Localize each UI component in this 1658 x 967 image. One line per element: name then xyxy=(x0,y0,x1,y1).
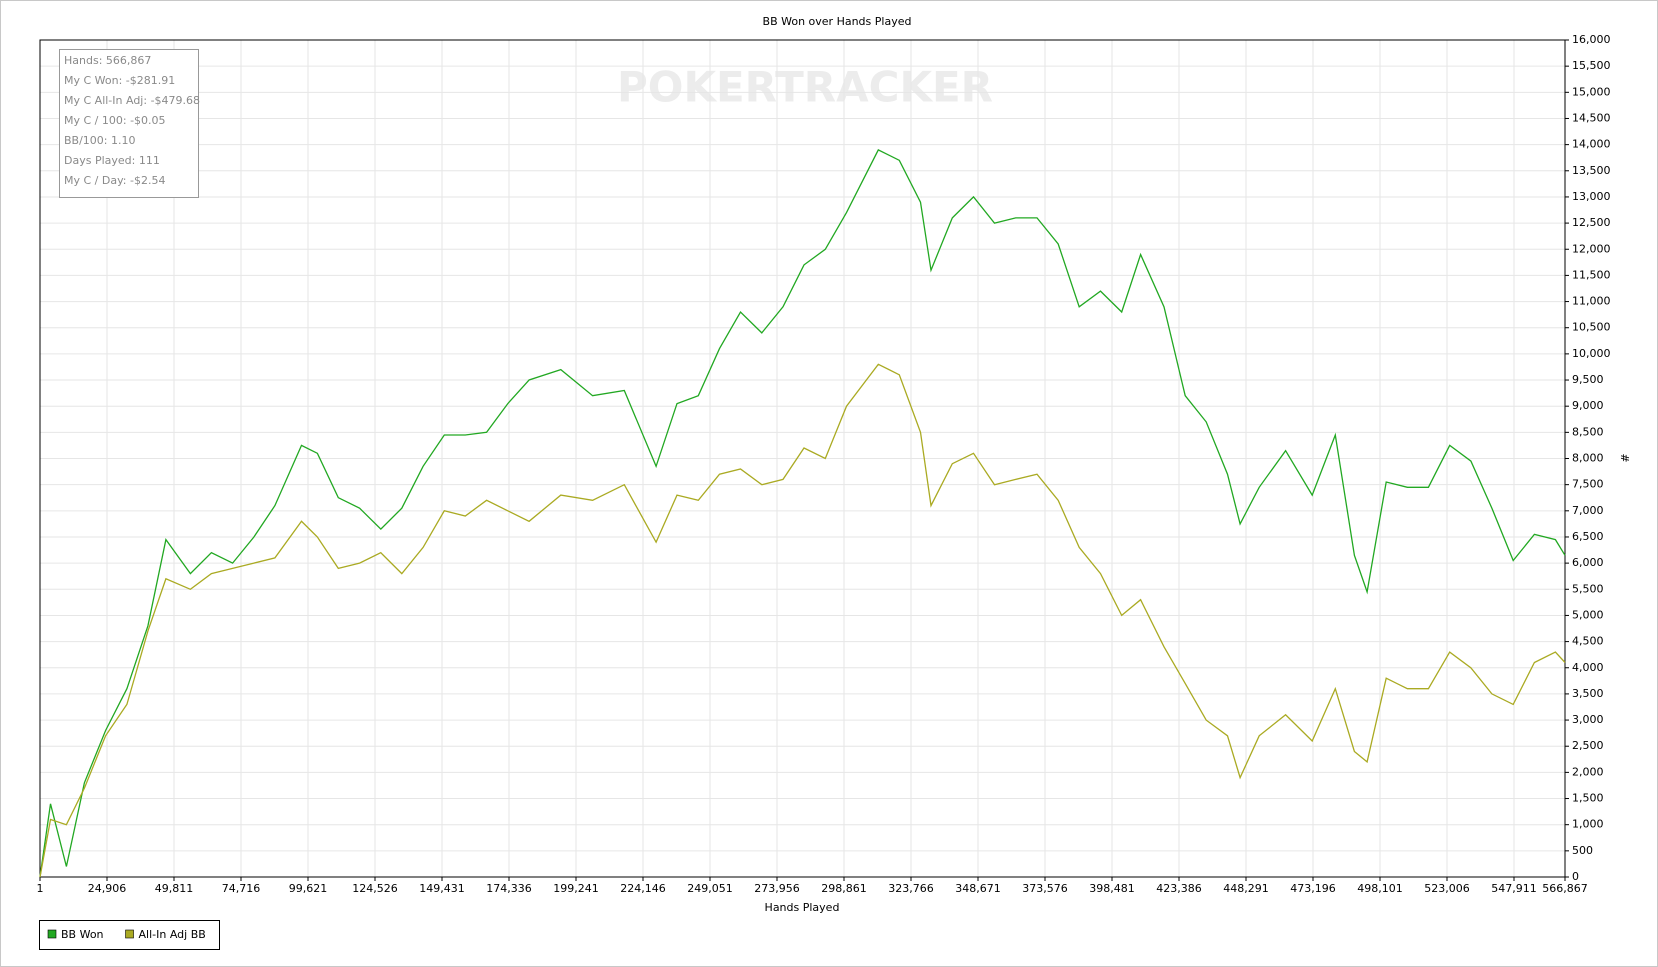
info-line: My C / Day: -$2.54 xyxy=(64,174,165,187)
legend-swatch xyxy=(125,929,134,939)
x-tick-label: 249,051 xyxy=(687,882,733,895)
y-tick-label: 8,000 xyxy=(1572,452,1604,465)
y-tick-label: 12,500 xyxy=(1572,216,1611,229)
y-tick-label: 14,000 xyxy=(1572,138,1611,151)
x-tick-label: 199,241 xyxy=(553,882,599,895)
y-tick-label: 4,500 xyxy=(1572,635,1604,648)
y-tick-label: 1,500 xyxy=(1572,792,1604,805)
x-tick-label: 348,671 xyxy=(955,882,1001,895)
info-line: My C / 100: -$0.05 xyxy=(64,114,166,127)
y-tick-label: 2,000 xyxy=(1572,765,1604,778)
watermark: POKERTRACKER xyxy=(617,63,993,112)
series-line xyxy=(39,363,1566,878)
y-tick-label: 13,500 xyxy=(1572,164,1611,177)
x-tick-label: 298,861 xyxy=(821,882,867,895)
y-tick-label: 3,500 xyxy=(1572,687,1604,700)
info-line: My C All-In Adj: -$479.68 xyxy=(64,94,200,107)
y-tick-label: 16,000 xyxy=(1572,33,1611,46)
y-tick-label: 11,000 xyxy=(1572,295,1611,308)
y-tick-label: 12,000 xyxy=(1572,242,1611,255)
y-tick-label: 10,000 xyxy=(1572,347,1611,360)
x-tick-label: 1 xyxy=(37,882,44,895)
x-tick-label: 24,906 xyxy=(88,882,127,895)
y-tick-label: 8,500 xyxy=(1572,425,1604,438)
y-tick-label: 15,000 xyxy=(1572,85,1611,98)
info-box xyxy=(59,49,199,198)
info-line: Hands: 566,867 xyxy=(64,54,151,67)
x-axis-label: Hands Played xyxy=(765,901,840,914)
y-tick-label: 5,500 xyxy=(1572,582,1604,595)
x-tick-label: 566,867 xyxy=(1542,882,1588,895)
x-tick-label: 174,336 xyxy=(486,882,532,895)
y-tick-label: 13,000 xyxy=(1572,190,1611,203)
legend-label: All-In Adj BB xyxy=(139,928,206,941)
x-tick-label: 99,621 xyxy=(289,882,328,895)
x-tick-label: 398,481 xyxy=(1089,882,1135,895)
info-line: BB/100: 1.10 xyxy=(64,134,136,147)
x-tick-label: 373,576 xyxy=(1022,882,1068,895)
x-tick-label: 224,146 xyxy=(620,882,666,895)
x-tick-label: 323,766 xyxy=(888,882,934,895)
y-axis-label: # xyxy=(1618,453,1631,462)
legend-label: BB Won xyxy=(61,928,104,941)
y-tick-label: 6,000 xyxy=(1572,556,1604,569)
x-tick-label: 149,431 xyxy=(419,882,465,895)
info-line: Days Played: 111 xyxy=(64,154,160,167)
y-tick-label: 500 xyxy=(1572,844,1593,857)
x-tick-label: 423,386 xyxy=(1156,882,1202,895)
y-tick-label: 9,500 xyxy=(1572,373,1604,386)
y-tick-label: 7,000 xyxy=(1572,504,1604,517)
y-tick-label: 3,000 xyxy=(1572,713,1604,726)
y-tick-label: 1,000 xyxy=(1572,818,1604,831)
plot-border xyxy=(39,39,1566,878)
x-tick-label: 74,716 xyxy=(222,882,261,895)
x-tick-label: 498,101 xyxy=(1357,882,1403,895)
y-tick-label: 4,000 xyxy=(1572,661,1604,674)
y-tick-label: 14,500 xyxy=(1572,111,1611,124)
series-line xyxy=(39,149,1566,878)
y-tick-label: 9,000 xyxy=(1572,399,1604,412)
y-tick-label: 2,500 xyxy=(1572,739,1604,752)
x-tick-label: 49,811 xyxy=(155,882,194,895)
y-tick-label: 0 xyxy=(1572,870,1579,883)
y-tick-label: 7,500 xyxy=(1572,478,1604,491)
y-tick-label: 11,500 xyxy=(1572,268,1611,281)
chart-title: BB Won over Hands Played xyxy=(763,15,912,28)
x-tick-label: 448,291 xyxy=(1223,882,1269,895)
y-tick-label: 10,500 xyxy=(1572,321,1611,334)
x-tick-label: 547,911 xyxy=(1491,882,1537,895)
y-tick-label: 5,000 xyxy=(1572,608,1604,621)
y-tick-label: 15,500 xyxy=(1572,59,1611,72)
y-tick-label: 6,500 xyxy=(1572,530,1604,543)
info-line: My C Won: -$281.91 xyxy=(64,74,175,87)
legend-swatch xyxy=(47,929,57,939)
x-tick-label: 523,006 xyxy=(1424,882,1470,895)
x-tick-label: 473,196 xyxy=(1290,882,1336,895)
x-tick-label: 124,526 xyxy=(352,882,398,895)
x-tick-label: 273,956 xyxy=(754,882,800,895)
